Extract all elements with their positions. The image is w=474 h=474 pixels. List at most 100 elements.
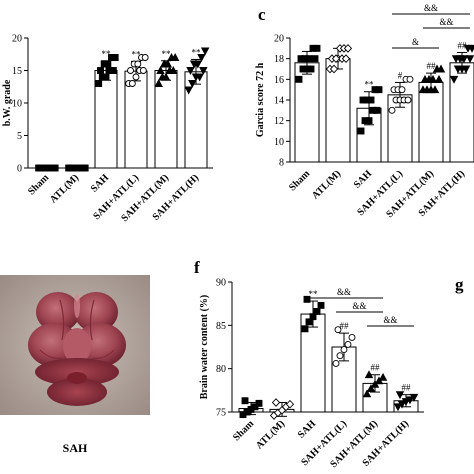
data-point [397,400,407,409]
data-point [367,96,375,104]
data-point [436,64,446,73]
data-point [200,47,210,56]
data-point [409,393,419,402]
data-point [251,403,259,411]
y-axis-label: Brain water content (%) [199,295,210,400]
data-point [271,398,281,407]
data-point [388,106,396,114]
data-point [156,66,165,74]
data-point [295,75,303,83]
data-point [401,398,411,407]
data-point [336,352,344,360]
data-point [341,54,351,64]
significance-mark: ** [192,47,202,57]
data-point [405,396,415,405]
data-point [128,80,136,87]
y-tick-label: 5 [17,131,22,142]
data-point [163,59,173,68]
data-point [184,86,193,95]
bracket-label: && [424,3,438,13]
significance-mark: ** [132,49,142,59]
data-point [404,96,412,104]
y-tick-label: 14 [274,96,284,107]
significance-mark: ** [102,49,112,59]
data-point [188,80,197,88]
data-point [366,384,376,393]
data-point [111,54,119,61]
significance-mark: ** [309,289,319,299]
panel-label-f: f [194,258,200,277]
y-tick-label: 10 [274,137,284,148]
category-label: SAH [352,168,374,190]
y-tick-label: 75 [216,408,226,419]
y-tick-label: 10 [12,99,22,110]
data-point [364,370,374,379]
data-point [313,308,321,315]
significance-mark: ## [402,383,412,393]
brain-photo [0,275,150,415]
data-point [97,67,104,74]
significance-mark: ## [371,363,381,373]
data-point [301,325,309,333]
data-point [199,67,208,75]
data-point [309,313,317,321]
y-tick-label: 16 [274,75,284,86]
data-point [375,86,383,94]
data-point [193,60,203,69]
data-point [334,326,342,334]
panel-label-g: g [455,275,464,294]
photo-caption: SAH [63,441,88,455]
significance-mark: ## [340,321,350,331]
data-point [449,75,459,84]
data-point [195,73,204,82]
data-point [95,80,103,87]
category-label: ATL(M) [254,418,287,451]
y-tick-label: 85 [216,321,226,332]
data-point [51,164,59,172]
data-point [241,397,249,405]
chart-garcia-score: 8 10 12 14 16 18 20 Garcia score 72 h ShamATL(M)… [255,3,474,220]
data-point [186,67,195,75]
data-point [373,106,381,114]
bar-1 [325,58,351,163]
panel-label-c: c [258,5,266,24]
data-point [348,334,356,341]
data-point [428,74,438,83]
category-label: ATL(M) [310,168,343,201]
category-label: SAH [296,418,318,440]
bracket-label: && [383,315,397,325]
category-label: Sham [26,172,52,198]
data-point [303,295,311,303]
data-point [307,65,315,73]
data-point [378,372,388,381]
chart-brain-water: 75 80 85 90 Brain water content (%) ShamATL(M… [199,278,424,470]
bracket-label: && [337,287,351,297]
data-point [461,65,471,74]
data-point [102,73,110,81]
data-point [344,340,352,348]
data-point [362,389,372,398]
category-label: ATL(M) [48,172,81,205]
category-label: Sham [287,168,313,194]
significance-mark: # [398,70,403,80]
y-tick-label: 80 [216,364,226,375]
bracket-label: && [439,17,453,27]
data-point [395,391,405,400]
data-point [340,346,348,354]
data-point [430,85,440,94]
y-tick-label: 12 [274,116,284,127]
bar-4 [418,81,444,163]
data-point [398,86,406,94]
y-tick-label: 20 [274,34,284,45]
y-tick-label: 0 [17,164,22,175]
data-point [104,60,112,68]
data-point [134,60,142,68]
data-point [331,54,341,64]
category-label: Sham [231,418,257,444]
data-point [332,360,340,367]
bar-5 [184,71,208,169]
data-point [161,72,171,81]
data-point [255,399,263,407]
y-tick-label: 8 [279,158,284,169]
